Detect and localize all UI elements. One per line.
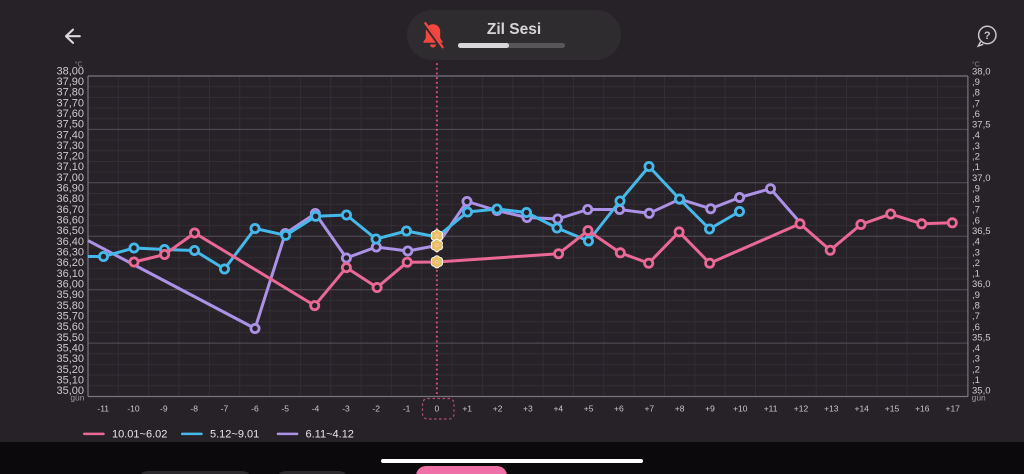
svg-text:,4: ,4 — [972, 130, 980, 141]
svg-text:35,30: 35,30 — [56, 353, 84, 365]
svg-text:,6: ,6 — [972, 215, 980, 226]
svg-text:+7: +7 — [644, 404, 654, 414]
svg-text:36,30: 36,30 — [56, 247, 84, 259]
svg-text:,7: ,7 — [972, 205, 980, 216]
svg-text:38,00: 38,00 — [56, 65, 84, 77]
svg-text:+4: +4 — [553, 404, 563, 414]
svg-text:37,30: 37,30 — [56, 140, 84, 152]
svg-text:+10: +10 — [733, 404, 748, 414]
svg-text:36,50: 36,50 — [56, 225, 84, 237]
svg-text:,8: ,8 — [972, 194, 980, 205]
svg-text:+17: +17 — [945, 404, 960, 414]
svg-text:-7: -7 — [221, 404, 229, 414]
svg-text:+5: +5 — [584, 404, 594, 414]
svg-text:+8: +8 — [675, 404, 685, 414]
svg-text:36,80: 36,80 — [56, 193, 84, 205]
svg-text:,3: ,3 — [972, 354, 980, 365]
svg-text:,6: ,6 — [972, 109, 980, 120]
svg-text:37,90: 37,90 — [56, 76, 84, 88]
svg-text:+12: +12 — [794, 404, 809, 414]
svg-text:36,70: 36,70 — [56, 204, 84, 216]
svg-text:37,0: 37,0 — [972, 173, 991, 184]
svg-text:37,00: 37,00 — [56, 172, 84, 184]
svg-text:36,0: 36,0 — [972, 279, 991, 290]
svg-text:-4: -4 — [312, 404, 320, 414]
svg-text:-3: -3 — [342, 404, 350, 414]
svg-text:35,40: 35,40 — [56, 343, 84, 355]
svg-text:+9: +9 — [705, 404, 715, 414]
svg-text:?: ? — [984, 30, 991, 42]
svg-text:,9: ,9 — [972, 183, 980, 194]
svg-text:35,50: 35,50 — [56, 332, 84, 344]
svg-text:-9: -9 — [160, 404, 168, 414]
svg-text:37,10: 37,10 — [56, 161, 84, 173]
svg-text:+1: +1 — [462, 404, 472, 414]
svg-text:+15: +15 — [885, 404, 900, 414]
svg-text:+11: +11 — [764, 404, 778, 414]
svg-text:36,90: 36,90 — [56, 183, 84, 195]
svg-text:36,00: 36,00 — [56, 279, 84, 291]
svg-text:-10: -10 — [127, 404, 140, 414]
svg-text:°C: °C — [75, 61, 83, 69]
svg-text:+6: +6 — [614, 404, 624, 414]
svg-text:,1: ,1 — [972, 375, 980, 386]
svg-text:+3: +3 — [523, 404, 533, 414]
svg-text:0: 0 — [435, 404, 440, 414]
svg-text:37,40: 37,40 — [56, 129, 84, 141]
svg-text:35,70: 35,70 — [56, 311, 84, 323]
svg-text:37,20: 37,20 — [56, 151, 84, 163]
svg-text:gün: gün — [70, 392, 84, 402]
svg-text:,6: ,6 — [972, 322, 980, 333]
svg-text:°C: °C — [972, 61, 980, 69]
svg-text:35,10: 35,10 — [56, 374, 84, 386]
svg-text:,1: ,1 — [972, 269, 980, 280]
svg-text:-1: -1 — [403, 404, 411, 414]
svg-text:,2: ,2 — [972, 258, 980, 269]
svg-text:35,0: 35,0 — [972, 386, 991, 397]
svg-text:37,60: 37,60 — [56, 108, 84, 120]
svg-text:36,60: 36,60 — [56, 215, 84, 227]
svg-text:+16: +16 — [915, 404, 930, 414]
svg-text:-2: -2 — [372, 404, 380, 414]
svg-text:35,90: 35,90 — [56, 289, 84, 301]
svg-text:,3: ,3 — [972, 247, 980, 258]
svg-text:,9: ,9 — [972, 77, 980, 88]
svg-text:36,10: 36,10 — [56, 268, 84, 280]
svg-text:gün: gün — [972, 393, 986, 403]
svg-text:,1: ,1 — [972, 162, 980, 173]
svg-text:35,60: 35,60 — [56, 321, 84, 333]
svg-text:37,5: 37,5 — [972, 120, 991, 131]
svg-text:,9: ,9 — [972, 290, 980, 301]
svg-text:,8: ,8 — [972, 88, 980, 99]
svg-text:-5: -5 — [281, 404, 289, 414]
svg-text:36,5: 36,5 — [972, 226, 991, 237]
svg-text:-8: -8 — [190, 404, 198, 414]
svg-text:,7: ,7 — [972, 98, 980, 109]
svg-text:35,5: 35,5 — [972, 332, 991, 343]
svg-text:+14: +14 — [854, 404, 869, 414]
svg-text:+2: +2 — [493, 404, 503, 414]
svg-text:,2: ,2 — [972, 364, 980, 375]
svg-text:37,50: 37,50 — [56, 119, 84, 131]
svg-text:,4: ,4 — [972, 237, 980, 248]
svg-text:37,80: 37,80 — [56, 87, 84, 99]
svg-text:35,00: 35,00 — [56, 385, 84, 397]
svg-text:-11: -11 — [97, 404, 109, 414]
svg-text:,3: ,3 — [972, 141, 980, 152]
svg-text:36,40: 36,40 — [56, 236, 84, 248]
svg-text:6.11~4.12: 6.11~4.12 — [306, 429, 354, 441]
svg-text:38,0: 38,0 — [972, 66, 991, 77]
svg-text:+13: +13 — [824, 404, 839, 414]
svg-text:35,80: 35,80 — [56, 300, 84, 312]
svg-text:,2: ,2 — [972, 152, 980, 163]
svg-text:35,20: 35,20 — [56, 364, 84, 376]
svg-text:,4: ,4 — [972, 343, 980, 354]
svg-text:5.12~9.01: 5.12~9.01 — [210, 429, 259, 441]
svg-text:37,70: 37,70 — [56, 97, 84, 109]
svg-text:-6: -6 — [251, 404, 259, 414]
svg-text:,7: ,7 — [972, 311, 980, 322]
svg-text:36,20: 36,20 — [56, 257, 84, 269]
svg-text:10.01~6.02: 10.01~6.02 — [112, 429, 167, 441]
svg-text:,8: ,8 — [972, 301, 980, 312]
